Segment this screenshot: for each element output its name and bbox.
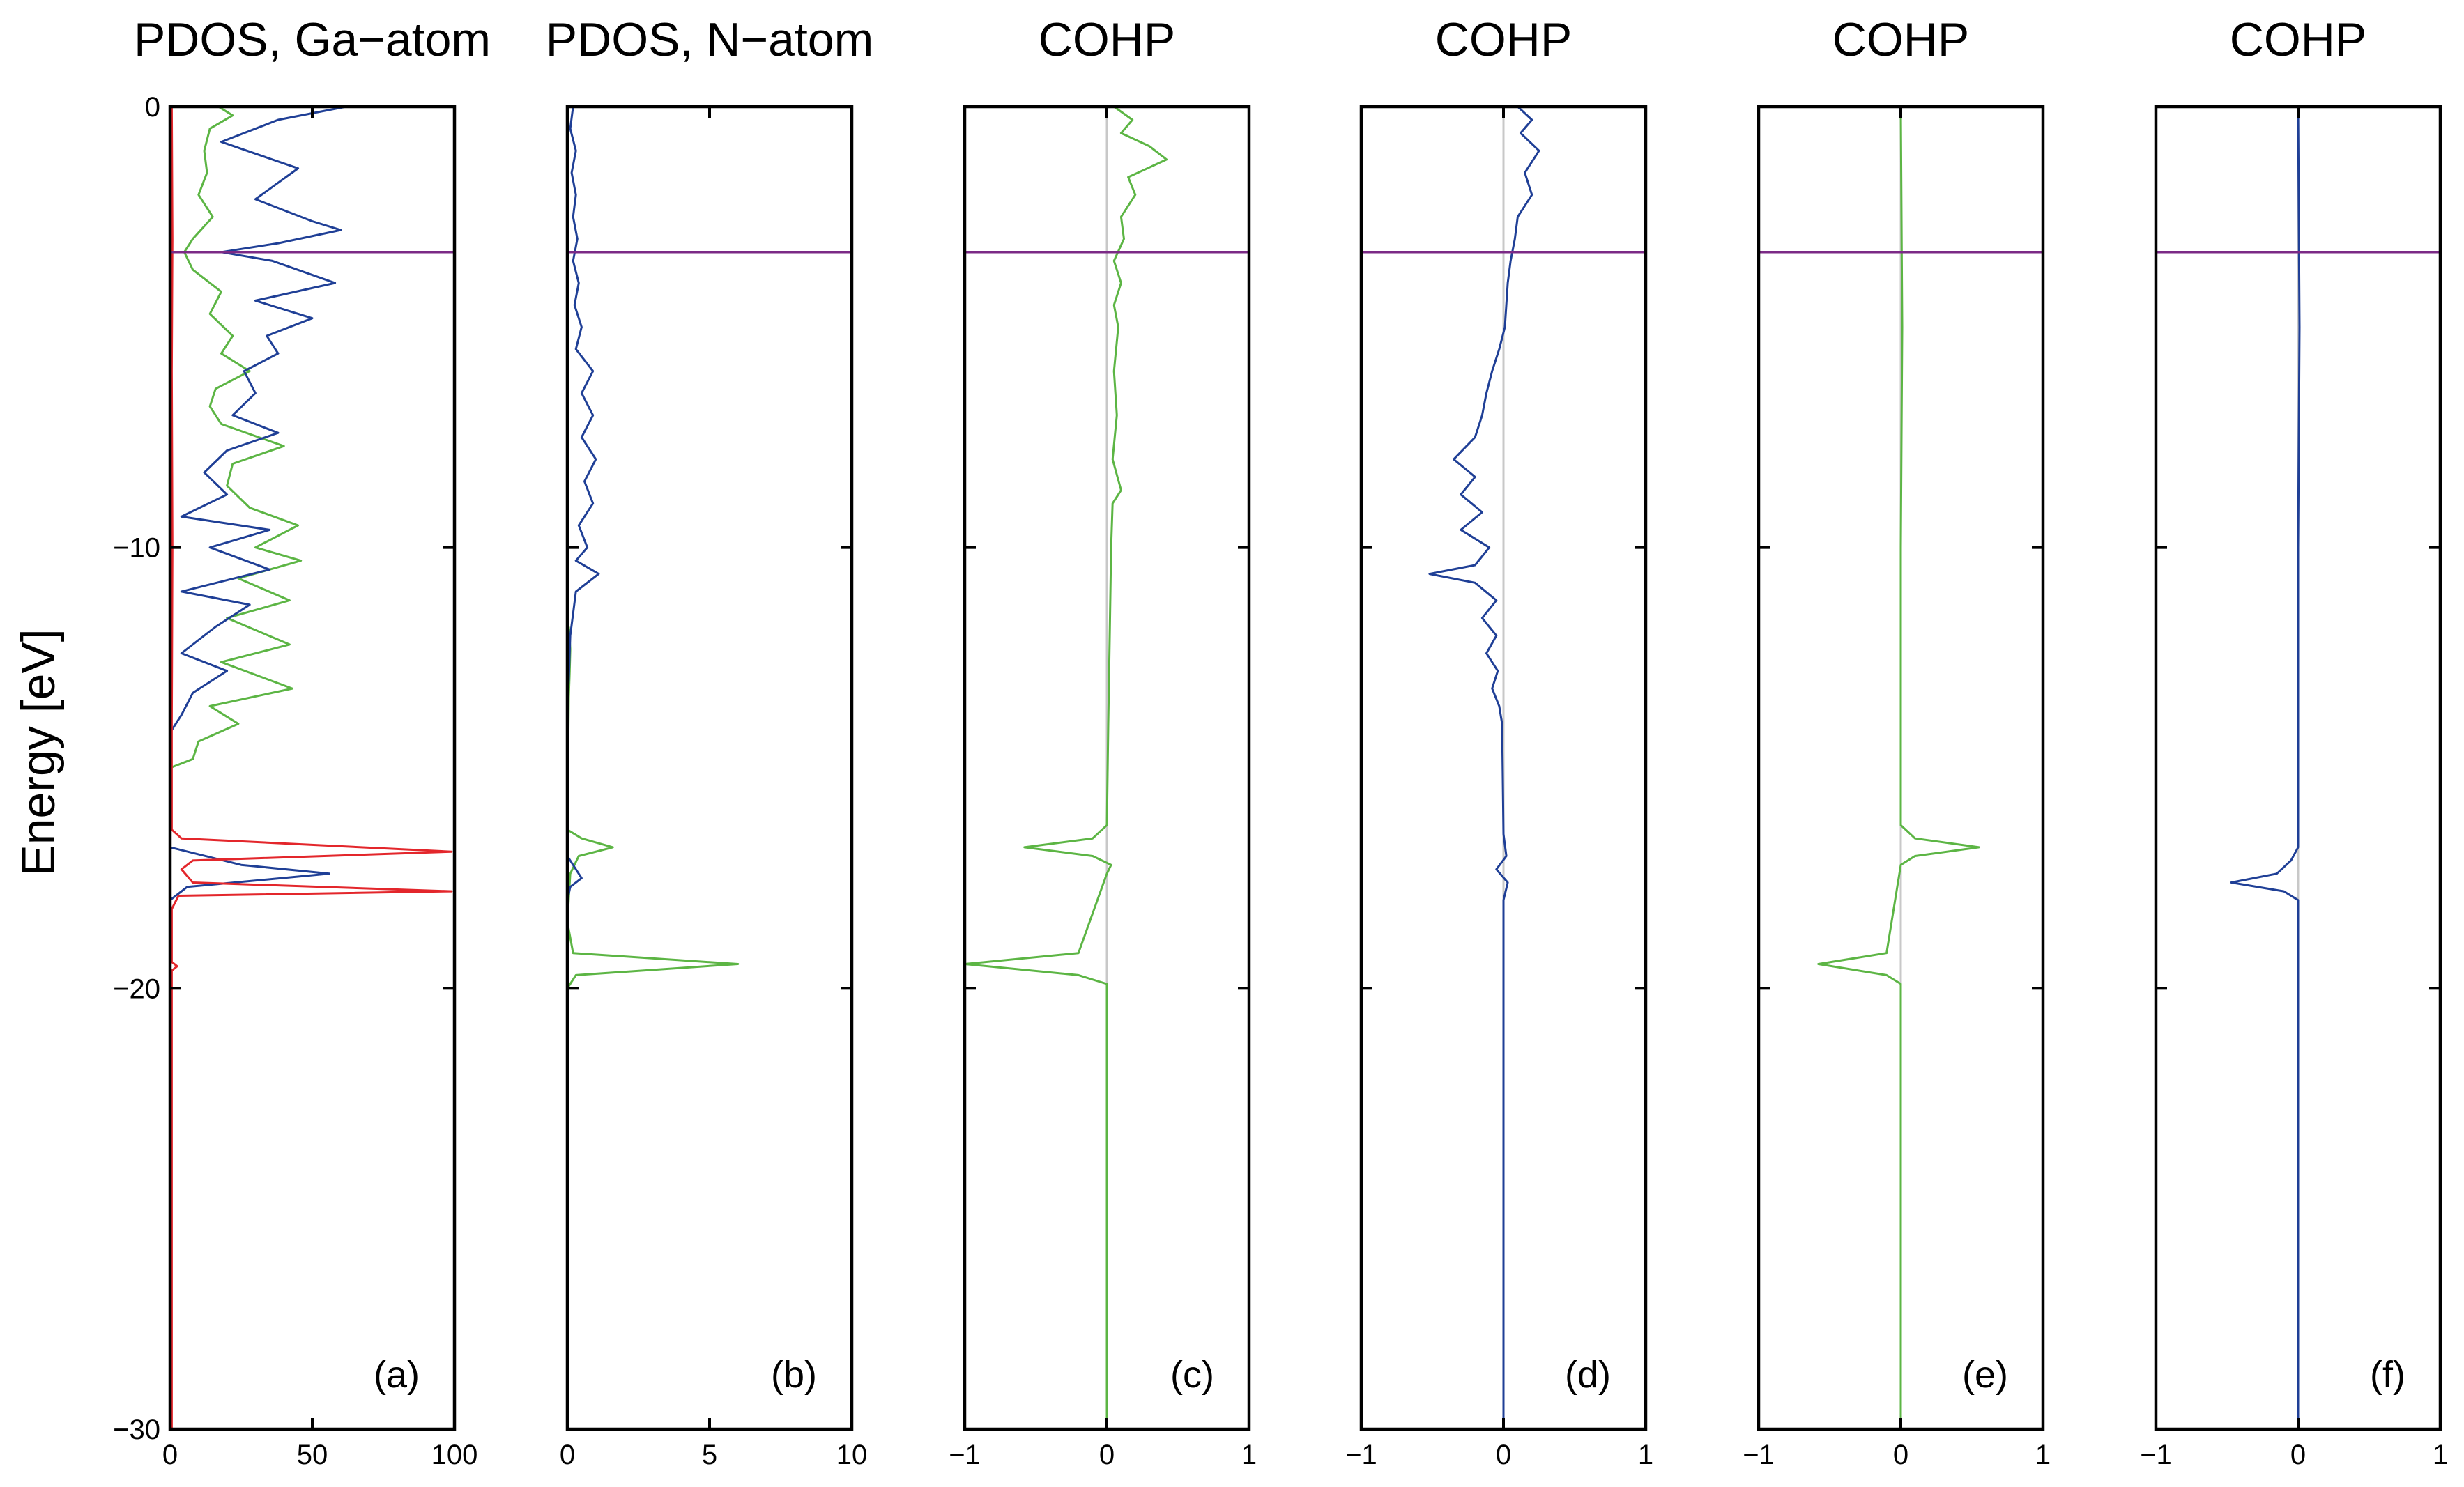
panel-e-label: (e)	[1962, 1354, 2008, 1396]
panel-c-xtick-label: 1	[1241, 1440, 1257, 1470]
panel-f-series-blue	[2230, 107, 2301, 1429]
panel-e-xtick-label: 1	[2035, 1440, 2051, 1470]
y-tick-label: −30	[113, 1415, 160, 1445]
panel-c: COHP −1 0 1 (c)	[949, 13, 1257, 1470]
panel-a-xtick-label: 50	[297, 1440, 328, 1470]
panel-c-label: (c)	[1170, 1354, 1214, 1396]
panel-d-xtick-label: 0	[1496, 1440, 1511, 1470]
panel-b-frame	[565, 105, 854, 1431]
panel-d: COHP −1 0 1 (d)	[1345, 13, 1653, 1470]
panel-b: PDOS, N−atom 0 5 10 (b)	[546, 13, 874, 1470]
panel-e-xtick-label: −1	[1743, 1440, 1775, 1470]
panel-b-label: (b)	[771, 1354, 817, 1396]
panel-d-label: (d)	[1565, 1354, 1611, 1396]
panel-a-xtick-label: 0	[162, 1440, 178, 1470]
panel-a-series-red	[170, 107, 453, 1429]
panel-b-xtick-label: 5	[702, 1440, 717, 1470]
y-axis-label: Energy [eV]	[12, 629, 65, 876]
panel-b-xtick-label: 10	[836, 1440, 868, 1470]
panel-f-xtick-label: 1	[2433, 1440, 2448, 1470]
panel-d-xtick-label: 1	[1638, 1440, 1653, 1470]
panel-f-label: (f)	[2370, 1354, 2405, 1396]
panel-b-series-green	[567, 626, 740, 1429]
panel-e-title: COHP	[1832, 13, 1969, 66]
panel-f-xtick-label: −1	[2140, 1440, 2172, 1470]
panel-f-xtick-label: 0	[2290, 1440, 2306, 1470]
panel-e-series-green	[1817, 107, 1980, 1429]
panel-f-title: COHP	[2230, 13, 2366, 66]
panel-b-series-blue	[567, 107, 600, 1429]
panel-c-xtick-label: 0	[1099, 1440, 1115, 1470]
panel-d-series-blue	[1428, 107, 1540, 1429]
panel-a-series-blue	[170, 107, 347, 1429]
y-tick-label: 0	[145, 92, 160, 123]
panel-f: COHP −1 0 1 (f)	[2140, 13, 2448, 1470]
panel-a-label: (a)	[374, 1354, 420, 1396]
y-tick-label: −10	[113, 533, 160, 564]
panel-c-series-green	[965, 107, 1168, 1429]
panel-a-xtick-label: 100	[431, 1440, 478, 1470]
panel-a-title: PDOS, Ga−atom	[134, 13, 491, 66]
panel-d-xtick-label: −1	[1345, 1440, 1377, 1470]
panel-b-title: PDOS, N−atom	[546, 13, 874, 66]
panel-b-xtick-label: 0	[560, 1440, 575, 1470]
panel-c-title: COHP	[1039, 13, 1175, 66]
panel-c-xtick-label: −1	[949, 1440, 981, 1470]
panel-a-series-green	[170, 107, 303, 769]
y-tick-label: −20	[113, 973, 160, 1004]
panel-d-title: COHP	[1435, 13, 1572, 66]
panel-e-xtick-label: 0	[1893, 1440, 1908, 1470]
panel-e: COHP −1 0 1 (e)	[1743, 13, 2051, 1470]
panel-a-frame	[168, 105, 457, 1431]
